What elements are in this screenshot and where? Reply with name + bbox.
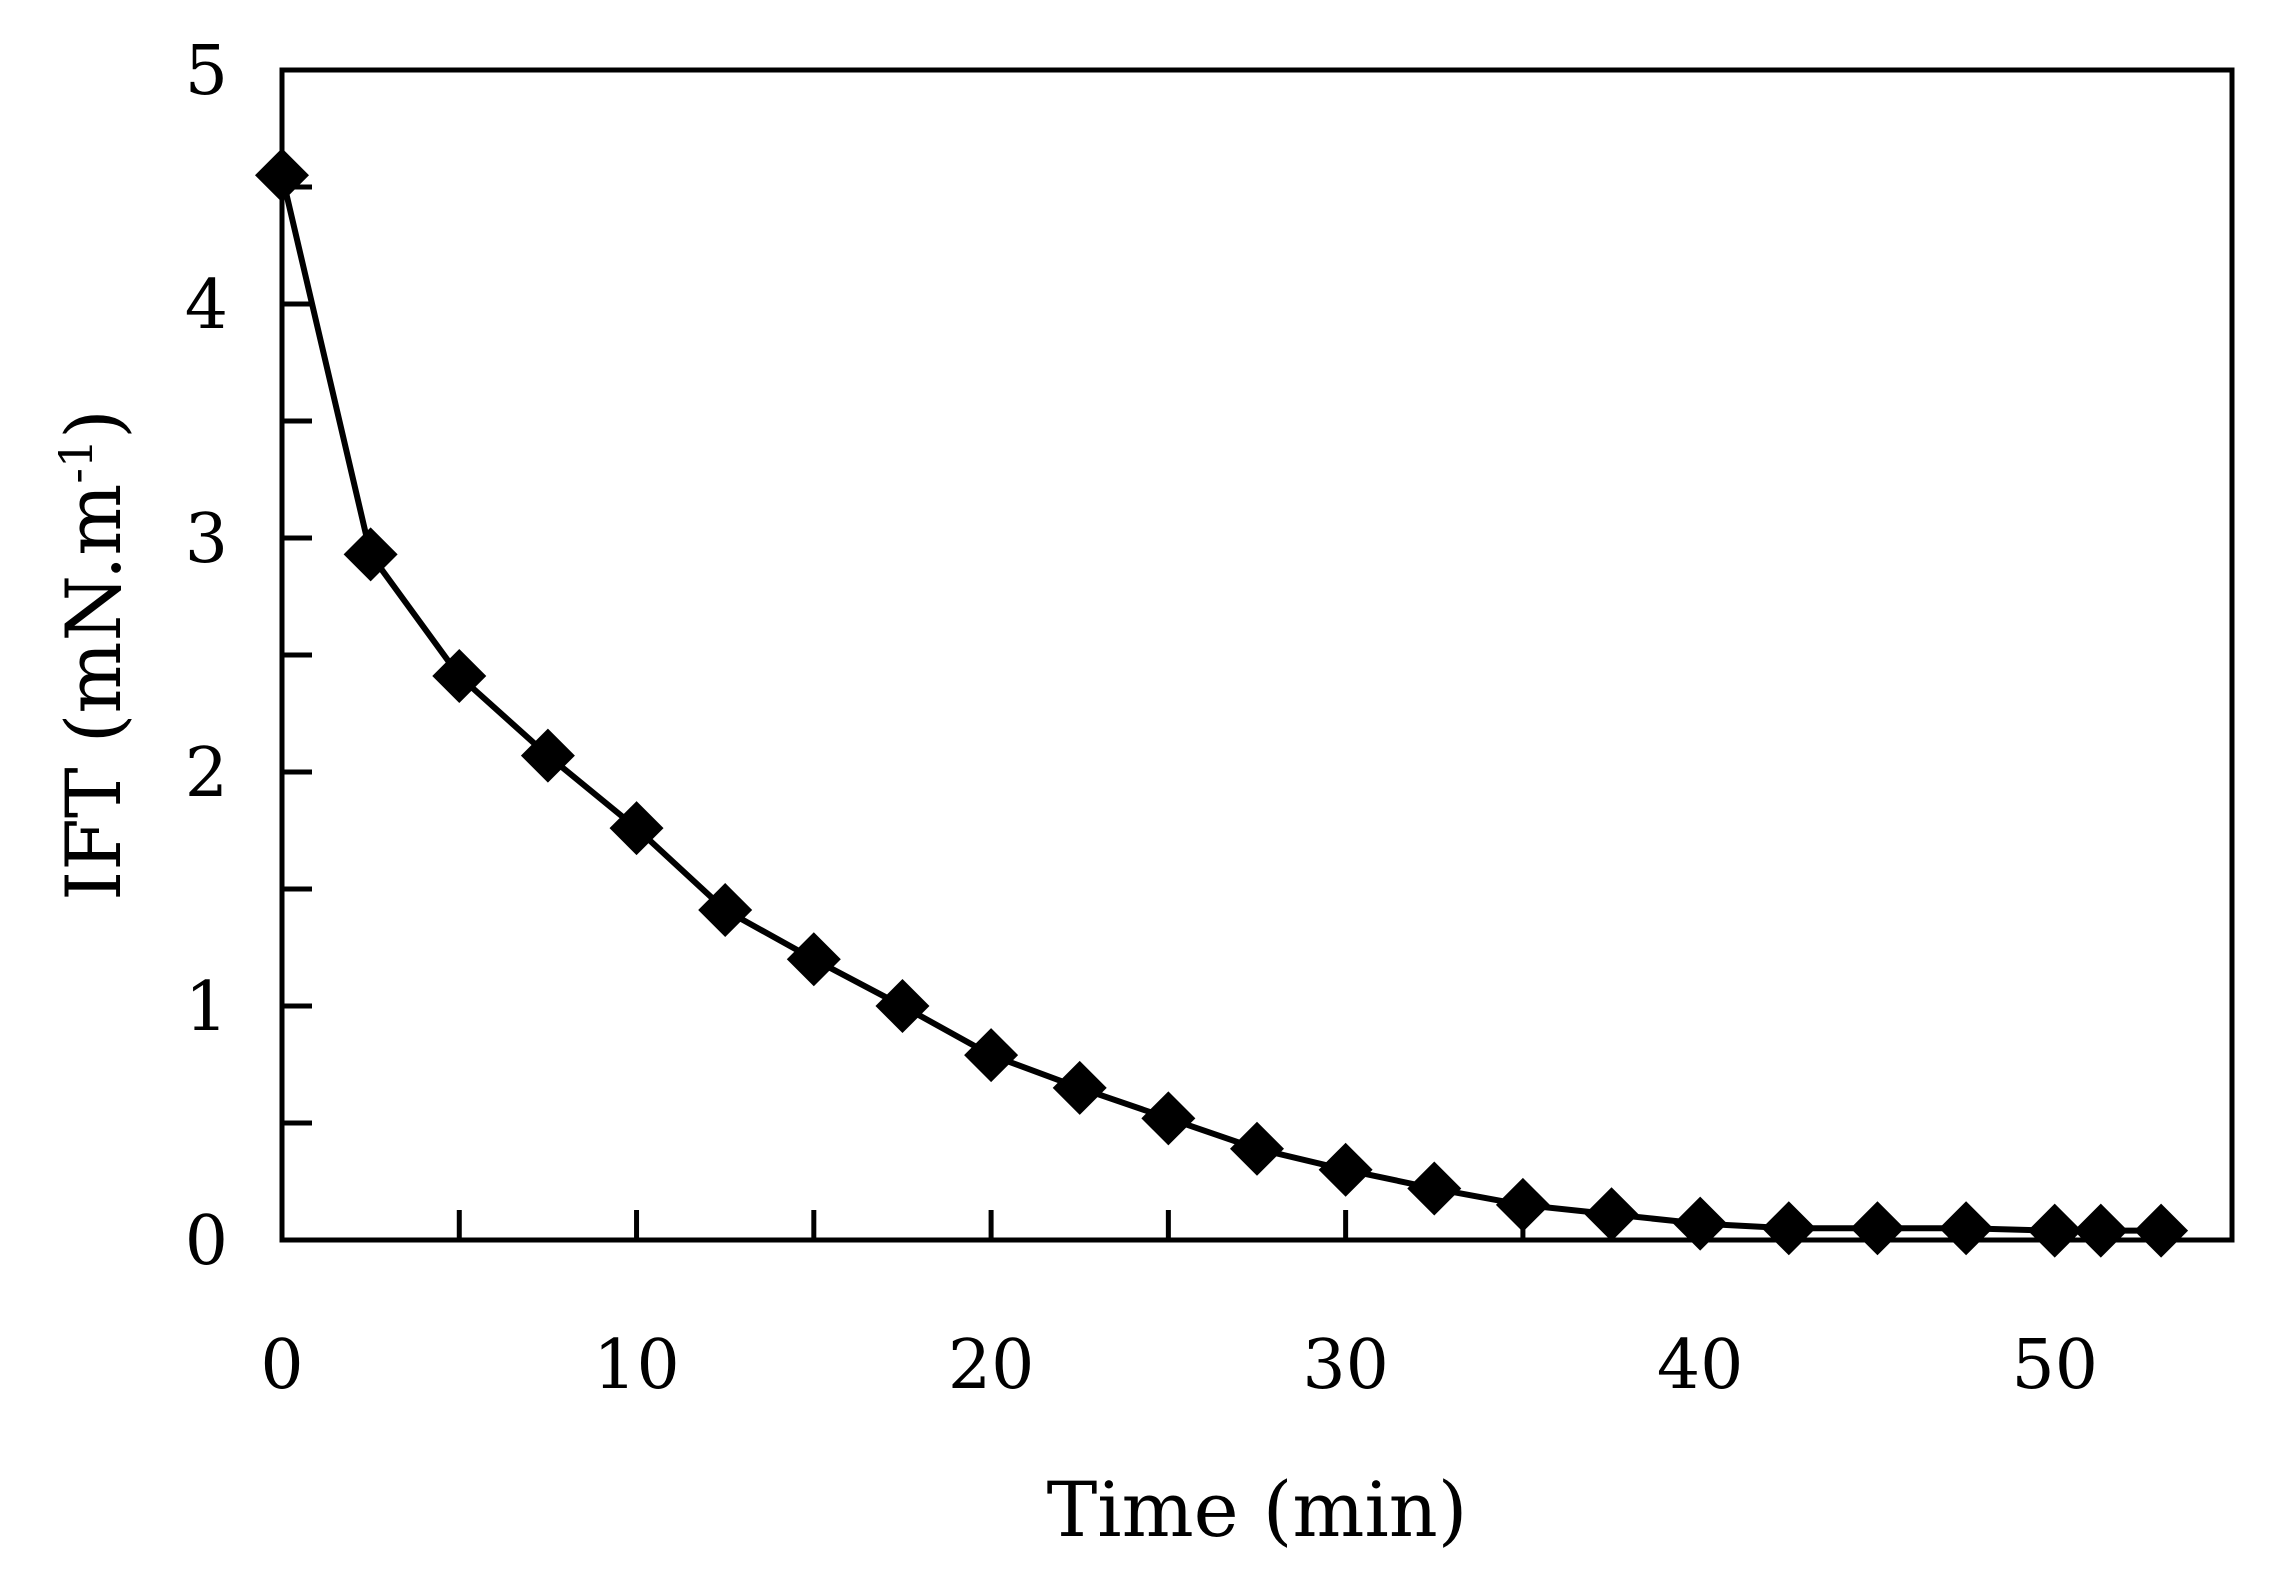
y-axis-title: IFT (mN.m-1) xyxy=(49,409,138,901)
data-point xyxy=(1407,1161,1462,1216)
data-point xyxy=(2027,1203,2082,1258)
tick-labels: 0 10 20 30 40 50 0 1 2 3 4 5 xyxy=(185,32,2098,1405)
data-point xyxy=(1052,1060,1107,1115)
data-point xyxy=(1141,1091,1196,1146)
y-tick-label: 4 xyxy=(185,266,228,345)
x-tick-label: 50 xyxy=(2011,1326,2098,1405)
plot-frame xyxy=(279,67,2235,1243)
data-point xyxy=(786,932,841,987)
data-point xyxy=(2134,1203,2189,1258)
x-tick-label: 40 xyxy=(1657,1326,1744,1405)
x-axis-title: Time (min) xyxy=(1047,1465,1468,1554)
x-tick-label: 10 xyxy=(593,1326,680,1405)
data-point xyxy=(343,527,398,582)
data-point xyxy=(1230,1121,1284,1176)
axis-ticks xyxy=(282,184,2058,1240)
y-tick-label: 0 xyxy=(185,1202,228,1281)
data-point xyxy=(609,801,664,856)
data-point xyxy=(698,883,753,938)
data-point xyxy=(1318,1142,1373,1197)
y-tick-label: 3 xyxy=(185,500,228,579)
data-point xyxy=(1584,1187,1639,1242)
y-tick-label: 1 xyxy=(185,968,228,1047)
data-point xyxy=(964,1028,1019,1083)
data-point xyxy=(520,728,575,783)
y-axis-title-close: ) xyxy=(49,409,138,439)
y-axis-title-sup: -1 xyxy=(49,439,103,484)
data-point xyxy=(2073,1203,2128,1258)
y-axis-title-main: IFT (mN.m xyxy=(49,484,138,901)
x-tick-label: 0 xyxy=(260,1326,303,1405)
y-tick-label: 2 xyxy=(185,734,228,813)
x-tick-label: 30 xyxy=(1302,1326,1389,1405)
x-tick-label: 20 xyxy=(948,1326,1035,1405)
data-point xyxy=(432,649,487,704)
data-point xyxy=(1495,1177,1550,1232)
y-tick-label: 5 xyxy=(185,32,228,111)
data-point xyxy=(875,979,930,1033)
data-point xyxy=(1673,1196,1728,1251)
